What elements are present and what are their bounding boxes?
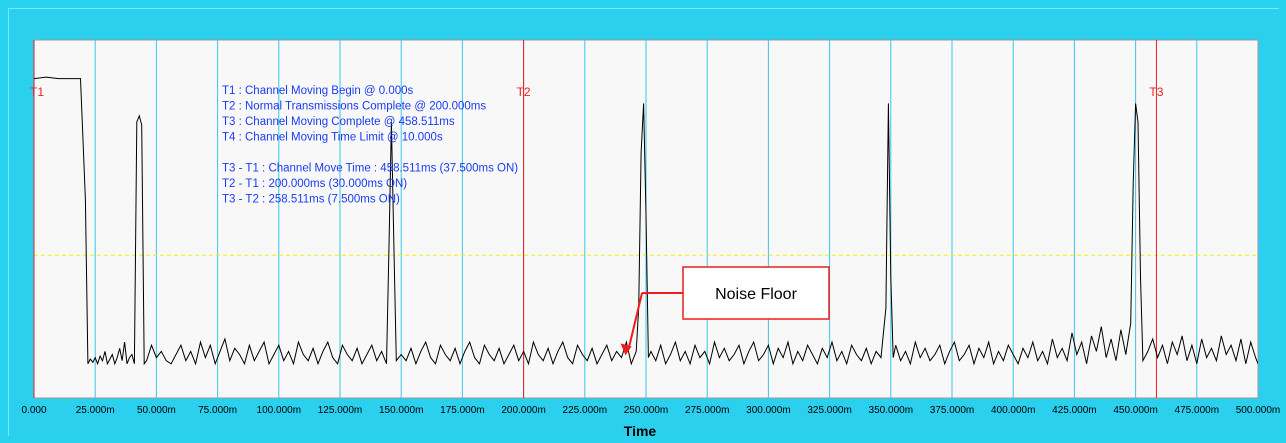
noise-floor-annotation: Noise Floor xyxy=(620,266,830,356)
info-line: T4 : Channel Moving Time Limit @ 10.000s xyxy=(222,132,443,144)
annotation-text: Noise Floor xyxy=(715,286,797,303)
x-tick-label: 300.000m xyxy=(746,405,790,416)
info-line: T3 - T2 : 258.511ms (7.500ms ON) xyxy=(222,194,400,206)
x-tick-label: 350.000m xyxy=(869,405,913,416)
marker-label: T2 xyxy=(517,85,531,99)
x-tick-label: 125.000m xyxy=(318,405,362,416)
info-line: T3 : Channel Moving Complete @ 458.511ms xyxy=(222,116,455,128)
x-tick-label: 100.000m xyxy=(257,405,301,416)
marker-label: T1 xyxy=(30,85,44,99)
x-tick-label: 425.000m xyxy=(1052,405,1096,416)
info-text-block: T1 : Channel Moving Begin @ 0.000s T2 : N… xyxy=(222,85,518,206)
x-tick-label: 25.000m xyxy=(76,405,115,416)
annotation-arrow-shaft xyxy=(627,292,643,350)
marker-label: T3 xyxy=(1149,85,1163,99)
series-line xyxy=(34,76,1258,366)
info-line: T1 : Channel Moving Begin @ 0.000s xyxy=(222,85,414,97)
x-tick-label: 200.000m xyxy=(501,405,545,416)
x-tick-label: 375.000m xyxy=(930,405,974,416)
x-tick-label: 75.000m xyxy=(198,405,237,416)
x-tick-label: 500.000m xyxy=(1236,405,1280,416)
info-line: T2 - T1 : 200.000ms (30.000ms ON) xyxy=(222,178,407,190)
x-axis-label: Time xyxy=(624,423,657,439)
info-line: T2 : Normal Transmissions Complete @ 200… xyxy=(222,101,486,113)
x-axis-ticks: 0.000 25.000m 50.000m 75.000m 100.000m 125.00… xyxy=(21,405,1280,416)
x-tick-label: 250.000m xyxy=(624,405,668,416)
x-tick-label: 400.000m xyxy=(991,405,1035,416)
signal-series xyxy=(34,76,1258,366)
x-tick-label: 150.000m xyxy=(379,405,423,416)
x-tick-label: 450.000m xyxy=(1113,405,1157,416)
x-tick-label: 175.000m xyxy=(440,405,484,416)
x-tick-label: 325.000m xyxy=(807,405,851,416)
x-tick-label: 225.000m xyxy=(563,405,607,416)
info-line: T3 - T1 : Channel Move Time : 458.511ms … xyxy=(222,163,518,175)
x-tick-label: 275.000m xyxy=(685,405,729,416)
x-tick-label: 0.000 xyxy=(21,405,46,416)
x-tick-label: 475.000m xyxy=(1175,405,1219,416)
annotation-arrow-head xyxy=(620,343,632,356)
time-markers: T1 T2 T3 xyxy=(30,40,1164,398)
annotation-box xyxy=(682,266,830,320)
x-tick-label: 50.000m xyxy=(137,405,176,416)
